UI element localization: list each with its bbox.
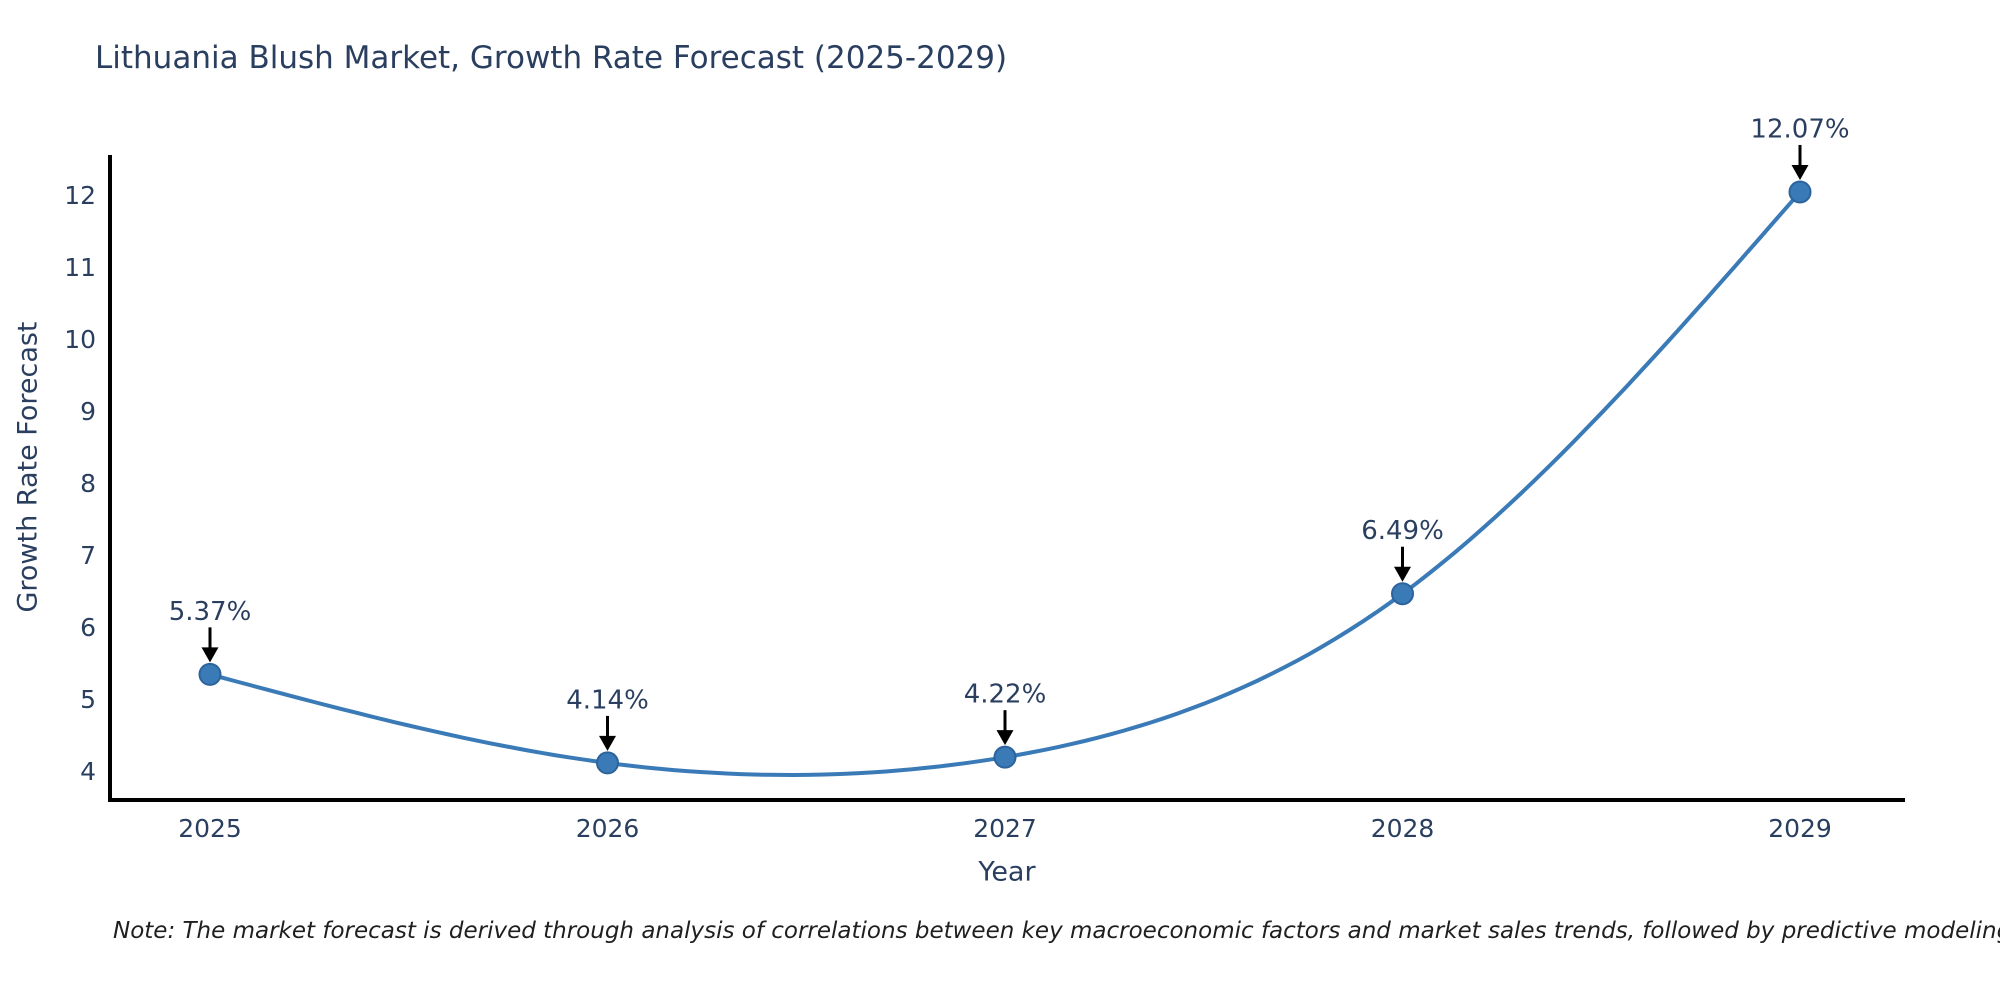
y-tick-label: 11 [64, 253, 96, 282]
y-tick-label: 8 [80, 469, 96, 498]
chart-note: Note: The market forecast is derived thr… [113, 918, 2000, 944]
annotation-arrowhead [1394, 566, 1411, 582]
data-point-marker [198, 662, 222, 686]
y-tick-label: 9 [80, 397, 96, 426]
data-point-marker [993, 745, 1017, 769]
x-tick-label: 2026 [576, 814, 640, 843]
y-tick-label: 4 [80, 757, 96, 786]
annotation-label: 6.49% [1361, 516, 1444, 546]
y-tick-label: 5 [80, 685, 96, 714]
y-tick-label: 10 [64, 325, 96, 354]
x-tick-label: 2029 [1768, 814, 1832, 843]
y-tick-label: 7 [80, 541, 96, 570]
y-tick-label: 6 [80, 613, 96, 642]
chart-title: Lithuania Blush Market, Growth Rate Fore… [95, 40, 1008, 76]
data-point-marker [1391, 582, 1414, 606]
x-tick-label: 2028 [1371, 814, 1435, 843]
x-axis-title: Year [978, 856, 1036, 888]
annotation-arrowhead [1791, 164, 1809, 180]
annotation-arrowhead [599, 735, 616, 751]
annotation-label: 4.14% [566, 685, 649, 715]
annotation-label: 5.37% [169, 597, 252, 627]
x-tick-label: 2025 [178, 814, 242, 843]
annotation-arrowhead [996, 730, 1014, 746]
annotation-arrowhead [201, 647, 219, 663]
annotation-label: 4.22% [964, 680, 1047, 710]
data-point-marker [1788, 180, 1812, 204]
annotation-label: 12.07% [1750, 114, 1849, 144]
y-tick-label: 12 [64, 181, 96, 210]
x-tick-label: 2027 [973, 814, 1037, 843]
data-point-marker [596, 751, 619, 775]
